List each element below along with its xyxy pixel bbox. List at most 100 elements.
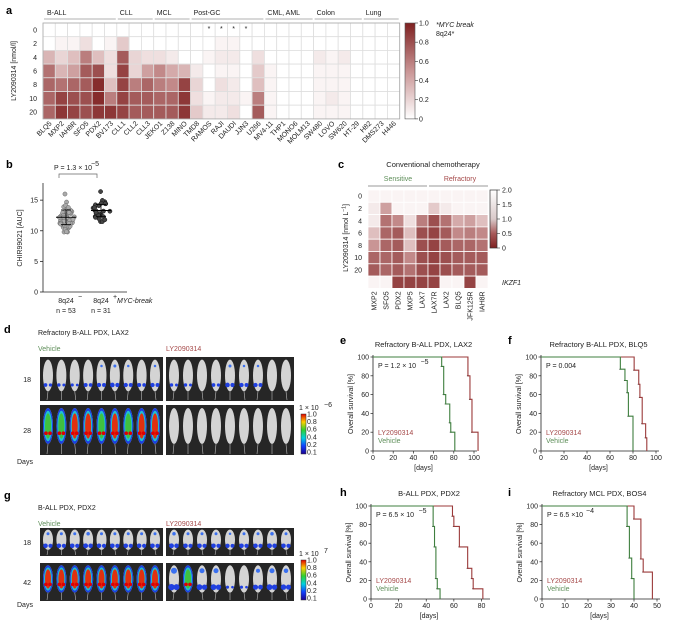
- heatmap-cell: [288, 63, 302, 79]
- x-tick-label: 0: [539, 455, 543, 462]
- heatmap-cell: [403, 238, 417, 252]
- heatmap-cell: [337, 91, 351, 106]
- heatmap-cell: [227, 104, 241, 120]
- bioluminescence-signal: [201, 584, 208, 590]
- heatmap-cell: [288, 50, 302, 65]
- colorbar-tick-label: 0: [502, 246, 506, 253]
- heatmap-cell: [463, 251, 477, 265]
- bioluminescence-signal: [172, 531, 176, 536]
- bioluminescence-signal: [197, 543, 202, 549]
- significance-bracket: [58, 173, 98, 178]
- x-tick-label: 60: [450, 603, 458, 610]
- bioluminescence-signal: [110, 543, 115, 549]
- legend-drug: LY2090314: [378, 430, 413, 437]
- y-tick-label: 0: [533, 449, 537, 456]
- group-label: Colon: [317, 10, 335, 17]
- heatmap-cell: [439, 263, 453, 277]
- bioluminescence-signal: [169, 543, 174, 549]
- heatmap-cell: [67, 63, 81, 79]
- heatmap-cell: [350, 63, 364, 79]
- colorbar-tick-label: 0.2: [307, 442, 317, 449]
- legend-vehicle: Vehicle: [547, 586, 570, 593]
- bioluminescence-signal: [266, 584, 273, 591]
- bioluminescence-signal: [115, 582, 119, 587]
- heatmap-cell: [288, 77, 302, 92]
- p-value-exponent: −5: [421, 359, 429, 366]
- group-label: CLL: [120, 10, 133, 17]
- heatmap-cell: [403, 214, 417, 228]
- heatmap-cell: [42, 50, 56, 65]
- bioluminescence-signal: [88, 582, 92, 587]
- survival-curve-vehicle: [542, 505, 635, 599]
- heatmap-cell: [202, 63, 216, 79]
- bioluminescence-signal: [123, 382, 128, 388]
- mouse-tail: [256, 391, 259, 401]
- data-point: [107, 208, 113, 214]
- column-label: BLQ5: [456, 291, 463, 309]
- heatmap-cell: [227, 36, 241, 51]
- heatmap-cell: [391, 275, 405, 289]
- heatmap-cell: [367, 201, 381, 216]
- bioluminescence-signal: [215, 584, 222, 590]
- bioluminescence-signal: [48, 383, 53, 387]
- bioluminescence-signal: [175, 383, 178, 387]
- bioluminescence-signal: [75, 543, 80, 548]
- heatmap-cell: [79, 77, 93, 92]
- bioluminescence-signal: [97, 431, 102, 436]
- data-point: [66, 205, 71, 210]
- heatmap-cell: [140, 91, 155, 106]
- bioluminescence-signal: [111, 582, 115, 587]
- heatmap-cell: [227, 91, 241, 106]
- mouse-tail: [243, 391, 246, 401]
- data-point: [92, 205, 97, 210]
- mouse-tail: [126, 443, 129, 455]
- heatmap-cell: [67, 104, 81, 120]
- bioluminescence-signal: [70, 383, 74, 387]
- mouse: [197, 408, 207, 444]
- bioluminescence-signal: [110, 382, 115, 388]
- group-label: CML, AML: [267, 10, 300, 17]
- chart-title: B-ALL PDX, PDX2: [398, 489, 460, 498]
- row-label: 20: [354, 267, 362, 274]
- heatmap-cell: [300, 36, 314, 51]
- mouse-tail: [74, 443, 77, 455]
- heatmap-cell: [67, 36, 81, 51]
- heatmap-cell: [54, 63, 68, 79]
- data-point: [93, 210, 99, 215]
- bioluminescence-signal: [245, 585, 248, 589]
- heatmap-cell: [415, 251, 429, 265]
- mouse-tail: [154, 549, 157, 556]
- heatmap-cell: [67, 22, 81, 38]
- heatmap-cell: [177, 63, 192, 79]
- column-label: JFK125R: [468, 291, 475, 320]
- heatmap-cell: [463, 214, 477, 228]
- bioluminescence-signal: [225, 585, 230, 589]
- heatmap-cell: [54, 50, 68, 65]
- row-label: 4: [33, 55, 37, 62]
- heatmap-cell: [177, 50, 192, 65]
- mouse-tail: [126, 391, 129, 401]
- survival-curve-vehicle: [541, 356, 634, 451]
- heatmap-cell: [379, 189, 393, 203]
- heatmap-cell: [116, 77, 130, 92]
- heatmap-cell: [79, 50, 93, 65]
- bioluminescence-signal: [188, 543, 193, 548]
- panel-label-g: g: [4, 490, 11, 502]
- y-tick-label: 40: [529, 411, 537, 418]
- y-tick-label: 80: [529, 373, 537, 380]
- heatmap-cell: [367, 275, 381, 289]
- heatmap-cell: [263, 22, 278, 38]
- mouse: [183, 359, 193, 392]
- bioluminescence-signal: [142, 543, 147, 548]
- bioluminescence-signal: [151, 582, 155, 587]
- bioluminescence-signal: [155, 431, 159, 436]
- data-point: [70, 217, 76, 222]
- heatmap-cell: [350, 91, 364, 106]
- mouse-tail: [114, 443, 117, 455]
- mouse-tail: [86, 391, 89, 401]
- y-tick-label: 15: [30, 198, 38, 205]
- x-axis-label: [days]: [420, 613, 439, 620]
- mouse-tail: [114, 592, 117, 601]
- y-tick-label: 20: [361, 430, 369, 437]
- heatmap-cell: [386, 104, 401, 120]
